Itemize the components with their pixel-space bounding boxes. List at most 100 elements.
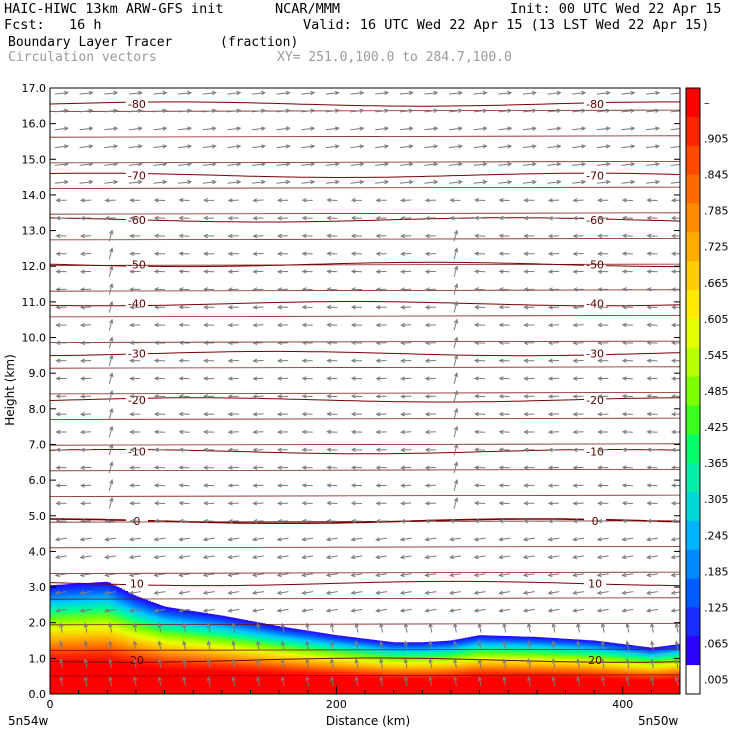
- circulation-vector: [428, 675, 433, 687]
- circulation-vector: [252, 394, 264, 399]
- tracer-column: [221, 615, 226, 694]
- circulation-vector: [650, 658, 655, 669]
- circulation-vector: [202, 554, 215, 560]
- circulation-vector: [400, 233, 412, 239]
- circulation-vector: [326, 376, 338, 381]
- circulation-vector: [453, 478, 459, 491]
- circulation-vector: [55, 287, 67, 292]
- circulation-vector: [108, 389, 114, 402]
- tracer-column: [605, 642, 609, 694]
- circulation-vector: [670, 358, 680, 363]
- circulation-vector: [153, 358, 166, 363]
- circulation-vector: [128, 179, 143, 185]
- circulation-vector: [551, 640, 556, 651]
- circulation-vector: [645, 537, 658, 542]
- circulation-vector: [621, 411, 633, 417]
- circulation-vector: [325, 90, 340, 96]
- tracer-column: [356, 637, 360, 694]
- colorbar-label: .005: [704, 674, 729, 687]
- circulation-vector: [621, 287, 633, 292]
- circulation-vector: [523, 483, 535, 488]
- tracer-column: [58, 584, 63, 694]
- circulation-vector: [473, 251, 486, 256]
- tracer-column: [233, 618, 237, 694]
- y-tick-label: 11.0: [22, 296, 47, 309]
- colorbar-swatch: [686, 520, 700, 551]
- tracer-column: [536, 637, 541, 694]
- circulation-vector: [522, 162, 537, 167]
- tracer-column: [141, 598, 146, 694]
- circulation-vector: [547, 394, 560, 399]
- circulation-vector: [252, 483, 264, 488]
- colorbar-label: .305: [704, 493, 729, 506]
- tracer-column: [124, 591, 128, 694]
- contour-label: -10: [586, 446, 604, 459]
- circulation-vector: [128, 162, 143, 167]
- tracer-column: [173, 608, 177, 694]
- circulation-vector: [301, 126, 316, 131]
- circulation-vector: [227, 179, 242, 185]
- circulation-vector: [473, 108, 488, 114]
- circulation-vector: [572, 501, 584, 506]
- circulation-vector: [498, 90, 513, 96]
- circulation-vector: [477, 658, 482, 669]
- tracer-column: [571, 639, 575, 694]
- tracer-column: [631, 645, 635, 694]
- circulation-vector: [108, 443, 114, 456]
- circulation-vector: [674, 640, 680, 651]
- circulation-vector: [182, 640, 187, 651]
- circulation-vector: [473, 465, 486, 470]
- contour-label: -30: [586, 348, 604, 361]
- circulation-vector: [448, 554, 461, 560]
- circulation-vector: [600, 658, 606, 669]
- circulation-vector: [646, 394, 658, 399]
- circulation-vector: [178, 269, 190, 274]
- tracer-column: [513, 636, 518, 694]
- circulation-vector: [301, 233, 313, 239]
- temperature-contour-minor: [50, 623, 680, 626]
- circulation-vector: [301, 608, 314, 613]
- tracer-column: [617, 643, 621, 694]
- circulation-vector: [276, 518, 289, 524]
- circulation-vector: [645, 572, 658, 578]
- colorbar-swatch: [686, 665, 700, 695]
- colorbar-label: .665: [704, 277, 729, 290]
- tracer-column: [250, 621, 254, 694]
- contour-label: -30: [128, 348, 146, 361]
- tracer-column: [668, 645, 672, 694]
- y-tick-label: 1.0: [29, 652, 47, 665]
- tracer-column: [227, 616, 231, 694]
- circulation-vector: [153, 108, 168, 114]
- circulation-vector: [276, 590, 289, 595]
- tracer-column: [387, 641, 392, 694]
- y-tick-label: 9.0: [29, 367, 47, 380]
- circulation-vector: [354, 640, 359, 651]
- contour-label: 10: [130, 577, 144, 590]
- circulation-vector: [133, 658, 138, 669]
- circulation-vector: [375, 215, 387, 221]
- circulation-vector: [502, 675, 507, 686]
- temperature-contour-minor: [50, 417, 680, 420]
- y-tick-label: 15.0: [22, 153, 47, 166]
- circulation-vector: [646, 501, 658, 506]
- circulation-vector: [79, 287, 92, 292]
- circulation-vector: [674, 622, 680, 633]
- circulation-vector: [276, 233, 289, 239]
- circulation-vector: [379, 640, 384, 651]
- circulation-vector: [55, 447, 67, 453]
- circulation-vector: [523, 429, 535, 435]
- circulation-vector: [572, 126, 587, 131]
- tracer-column: [181, 609, 186, 694]
- circulation-vector: [572, 162, 587, 167]
- circulation-vector: [108, 300, 114, 313]
- circulation-vector: [79, 447, 92, 453]
- circulation-vector: [645, 608, 658, 613]
- x-tick-label: 200: [326, 698, 347, 711]
- circulation-vector: [104, 144, 119, 149]
- circulation-vector: [596, 108, 611, 114]
- temperature-contour-minor: [50, 340, 680, 343]
- temperature-contour: [50, 397, 680, 403]
- circulation-vector: [203, 269, 215, 274]
- colorbar-label: .125: [704, 601, 729, 614]
- circulation-vector: [55, 518, 67, 524]
